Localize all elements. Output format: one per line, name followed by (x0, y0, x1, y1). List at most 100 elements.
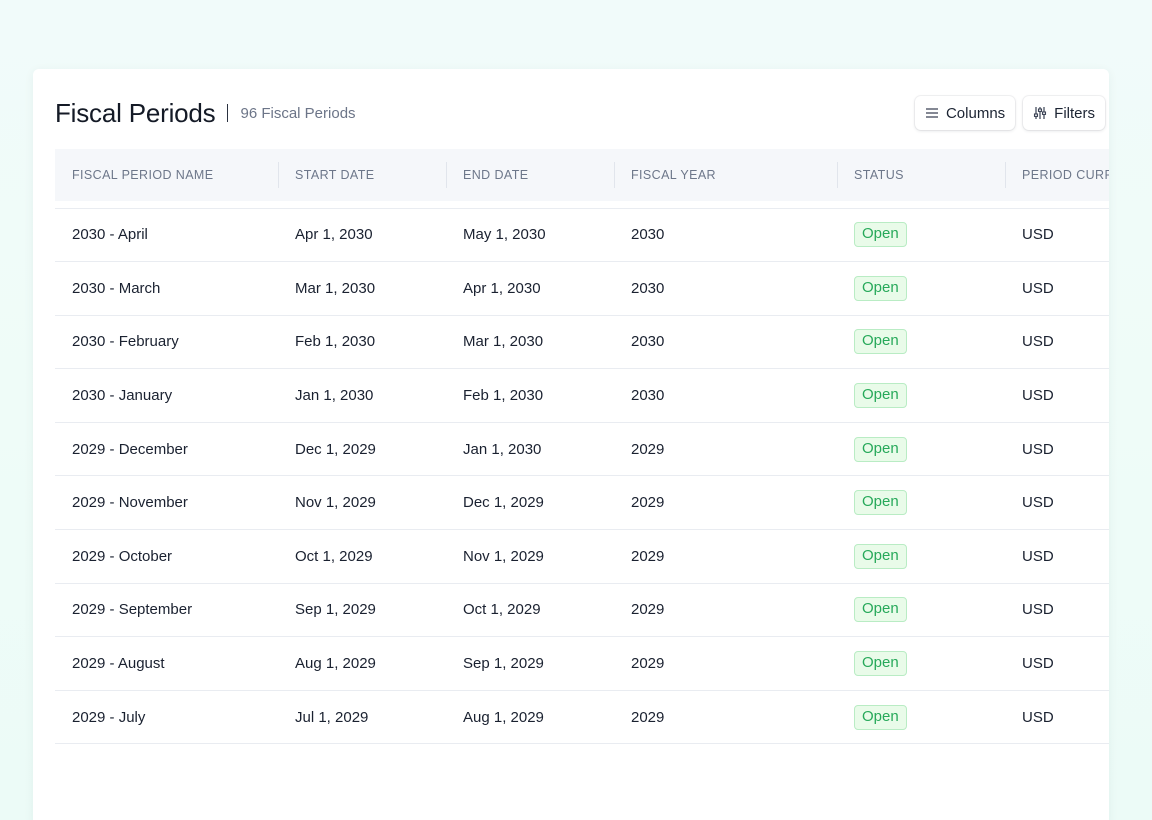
cell-status: Open (837, 422, 1005, 477)
cell-end-date: Aug 1, 2029 (446, 690, 614, 745)
columns-button-label: Columns (945, 104, 1006, 122)
table-row[interactable]: 2029 - November Nov 1, 2029 Dec 1, 2029 … (55, 475, 1109, 531)
cell-name: 2030 - February (55, 315, 278, 370)
table-row[interactable]: 2030 - January Jan 1, 2030 Feb 1, 2030 2… (55, 368, 1109, 423)
cell-status: Open (837, 583, 1005, 638)
status-badge: Open (854, 651, 907, 677)
cell-fiscal-year: 2030 (614, 315, 837, 370)
title-divider (227, 104, 229, 122)
cell-currency: USD (1005, 208, 1109, 263)
cell-fiscal-year: 2029 (614, 422, 837, 477)
cell-start-date: Jul 1, 2029 (278, 690, 446, 745)
table-row[interactable]: 2029 - October Oct 1, 2029 Nov 1, 2029 2… (55, 529, 1109, 584)
cell-end-date: Jan 1, 2030 (446, 422, 614, 477)
cell-end-date: Oct 1, 2029 (446, 583, 614, 638)
cell-status: Open (837, 315, 1005, 370)
status-badge: Open (854, 543, 907, 569)
cell-end-date: Feb 1, 2030 (446, 368, 614, 423)
cell-start-date: Sep 1, 2029 (278, 583, 446, 638)
cell-start-date: Mar 1, 2030 (278, 261, 446, 316)
list-lines-icon (925, 106, 939, 120)
cell-start-date: Aug 1, 2029 (278, 636, 446, 691)
cell-start-date: Oct 1, 2029 (278, 529, 446, 584)
cell-status: Open (837, 475, 1005, 531)
fiscal-periods-table: FISCAL PERIOD NAME START DATE END DATE F… (55, 149, 1109, 745)
column-header-start-date[interactable]: START DATE (278, 149, 446, 201)
cell-currency: USD (1005, 636, 1109, 691)
cell-fiscal-year: 2030 (614, 208, 837, 263)
cell-fiscal-year: 2029 (614, 690, 837, 745)
cell-end-date: Sep 1, 2029 (446, 636, 614, 691)
cell-start-date: Jan 1, 2030 (278, 368, 446, 423)
page-header: Fiscal Periods 96 Fiscal Periods Columns (55, 93, 1109, 133)
column-header-fiscal-period-name[interactable]: FISCAL PERIOD NAME (55, 149, 278, 201)
cell-name: 2030 - April (55, 208, 278, 263)
cell-fiscal-year: 2029 (614, 583, 837, 638)
cell-status: Open (837, 208, 1005, 263)
cell-end-date: Mar 1, 2030 (446, 315, 614, 370)
status-badge: Open (854, 597, 907, 623)
cell-name: 2030 - March (55, 261, 278, 316)
cell-end-date: Nov 1, 2029 (446, 529, 614, 584)
cell-name: 2029 - December (55, 422, 278, 477)
table-header-row: FISCAL PERIOD NAME START DATE END DATE F… (55, 149, 1109, 201)
cell-currency: USD (1005, 261, 1109, 316)
cell-end-date: Apr 1, 2030 (446, 261, 614, 316)
cell-status: Open (837, 636, 1005, 691)
cell-currency: USD (1005, 690, 1109, 745)
status-badge: Open (854, 329, 907, 355)
cell-fiscal-year: 2029 (614, 636, 837, 691)
column-header-end-date[interactable]: END DATE (446, 149, 614, 201)
cell-end-date: Dec 1, 2029 (446, 475, 614, 531)
cell-currency: USD (1005, 422, 1109, 477)
cell-status: Open (837, 261, 1005, 316)
column-header-fiscal-year[interactable]: FISCAL YEAR (614, 149, 837, 201)
filters-button[interactable]: Filters (1023, 96, 1105, 130)
page-title: Fiscal Periods (55, 97, 216, 128)
status-badge: Open (854, 704, 907, 730)
cell-name: 2029 - August (55, 636, 278, 691)
columns-button[interactable]: Columns (914, 96, 1016, 130)
cell-start-date: Apr 1, 2030 (278, 208, 446, 263)
cell-status: Open (837, 690, 1005, 745)
cell-name: 2029 - July (55, 690, 278, 745)
cell-start-date: Nov 1, 2029 (278, 475, 446, 531)
cell-currency: USD (1005, 583, 1109, 638)
status-badge: Open (854, 490, 907, 516)
cell-currency: USD (1005, 529, 1109, 584)
status-badge: Open (854, 436, 907, 462)
table-row[interactable]: 2030 - February Feb 1, 2030 Mar 1, 2030 … (55, 315, 1109, 370)
cell-name: 2029 - November (55, 475, 278, 531)
column-header-status[interactable]: STATUS (837, 149, 1005, 201)
cell-fiscal-year: 2030 (614, 261, 837, 316)
header-actions: Columns Filters (914, 96, 1105, 130)
cell-fiscal-year: 2029 (614, 475, 837, 531)
cell-fiscal-year: 2029 (614, 529, 837, 584)
table-row[interactable]: 2029 - August Aug 1, 2029 Sep 1, 2029 20… (55, 636, 1109, 691)
cell-fiscal-year: 2030 (614, 368, 837, 423)
table-row[interactable]: 2029 - December Dec 1, 2029 Jan 1, 2030 … (55, 422, 1109, 477)
cell-start-date: Dec 1, 2029 (278, 422, 446, 477)
cell-status: Open (837, 529, 1005, 584)
fiscal-periods-card: Fiscal Periods 96 Fiscal Periods Columns (33, 69, 1109, 820)
column-header-period-currency[interactable]: PERIOD CURRENCY (1005, 149, 1109, 201)
table-spacer (55, 201, 1109, 209)
filters-button-label: Filters (1054, 104, 1095, 122)
cell-end-date: May 1, 2030 (446, 208, 614, 263)
status-badge: Open (854, 275, 907, 301)
table-row[interactable]: 2029 - September Sep 1, 2029 Oct 1, 2029… (55, 583, 1109, 638)
status-badge: Open (854, 222, 907, 248)
cell-name: 2029 - September (55, 583, 278, 638)
status-badge: Open (854, 383, 907, 409)
cell-start-date: Feb 1, 2030 (278, 315, 446, 370)
table-row[interactable]: 2030 - April Apr 1, 2030 May 1, 2030 203… (55, 208, 1109, 263)
table-row[interactable]: 2029 - July Jul 1, 2029 Aug 1, 2029 2029… (55, 690, 1109, 745)
cell-name: 2030 - January (55, 368, 278, 423)
cell-currency: USD (1005, 368, 1109, 423)
cell-currency: USD (1005, 315, 1109, 370)
cell-status: Open (837, 368, 1005, 423)
cell-name: 2029 - October (55, 529, 278, 584)
table-row[interactable]: 2030 - March Mar 1, 2030 Apr 1, 2030 203… (55, 261, 1109, 316)
record-count: 96 Fiscal Periods (240, 104, 356, 122)
cell-currency: USD (1005, 475, 1109, 531)
